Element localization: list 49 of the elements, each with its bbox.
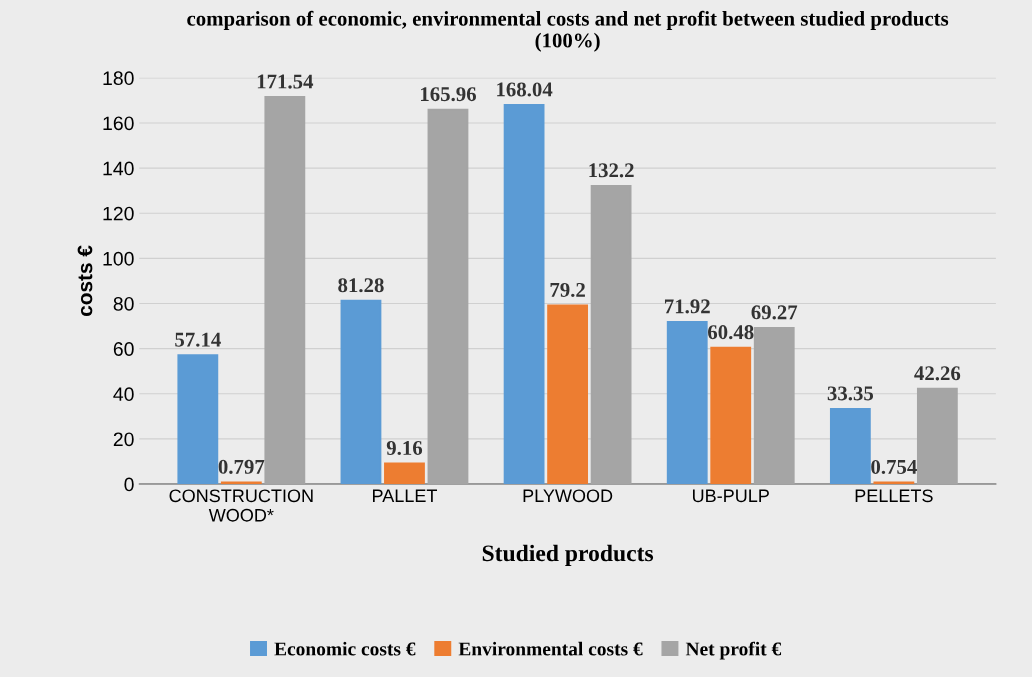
data-label: 71.92 [664, 299, 710, 314]
data-label: 42.26 [914, 366, 961, 381]
legend-label: Economic costs € [274, 641, 416, 656]
bar [340, 299, 382, 485]
y-tick-label: 100 [103, 251, 134, 266]
bar [177, 354, 219, 485]
data-label: 0.754 [871, 459, 917, 475]
x-tick-label: UB-PULP [693, 489, 769, 503]
bar [916, 387, 958, 485]
data-label: 0.797 [218, 459, 265, 474]
data-label: 132.2 [589, 163, 634, 178]
data-label: 165.96 [420, 87, 477, 102]
x-axis-title: Studied products [482, 544, 654, 567]
y-tick-label: 80 [113, 296, 134, 311]
bar [710, 346, 752, 485]
bar [666, 320, 708, 485]
data-label: 171.54 [257, 74, 314, 89]
bar [590, 184, 632, 485]
data-label: 69.27 [751, 305, 798, 320]
y-tick-label: 120 [103, 206, 134, 221]
data-label: 81.28 [338, 278, 384, 293]
data-label: 79.2 [550, 282, 585, 298]
y-axis-title: costs € [77, 245, 93, 317]
bar [547, 304, 589, 485]
data-label: 168.04 [497, 82, 553, 97]
y-tick-label: 160 [103, 116, 134, 131]
chart-title: comparison of economic, environmental costs and net profit between studied products (100%) [187, 10, 949, 52]
x-tick-label: CONSTRUCTION WOOD* [169, 489, 313, 522]
y-tick-label: 40 [113, 387, 134, 402]
y-tick-label: 60 [113, 342, 134, 356]
bar [753, 326, 795, 485]
y-tick-label: 180 [103, 71, 134, 86]
data-label: 57.14 [175, 332, 221, 347]
data-label: 9.16 [386, 440, 423, 456]
bar [503, 104, 545, 485]
x-tick-label: PALLET [372, 489, 438, 502]
x-tick-label: PELLETS [855, 489, 933, 503]
bar [829, 407, 871, 485]
data-label: 33.35 [827, 386, 874, 401]
legend-label: Net profit € [685, 641, 782, 660]
y-tick-label: 140 [103, 161, 134, 176]
bar [264, 96, 306, 485]
y-tick-label: 0 [124, 477, 134, 492]
y-tick-label: 20 [113, 432, 134, 447]
bar [427, 108, 469, 485]
legend-label: Environmental costs € [458, 641, 643, 656]
x-tick-label: PLYWOOD [523, 489, 613, 503]
bar [384, 462, 425, 485]
data-label: 60.48 [708, 325, 754, 340]
